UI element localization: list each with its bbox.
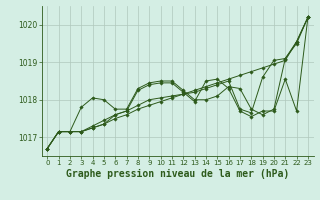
X-axis label: Graphe pression niveau de la mer (hPa): Graphe pression niveau de la mer (hPa)	[66, 169, 289, 179]
